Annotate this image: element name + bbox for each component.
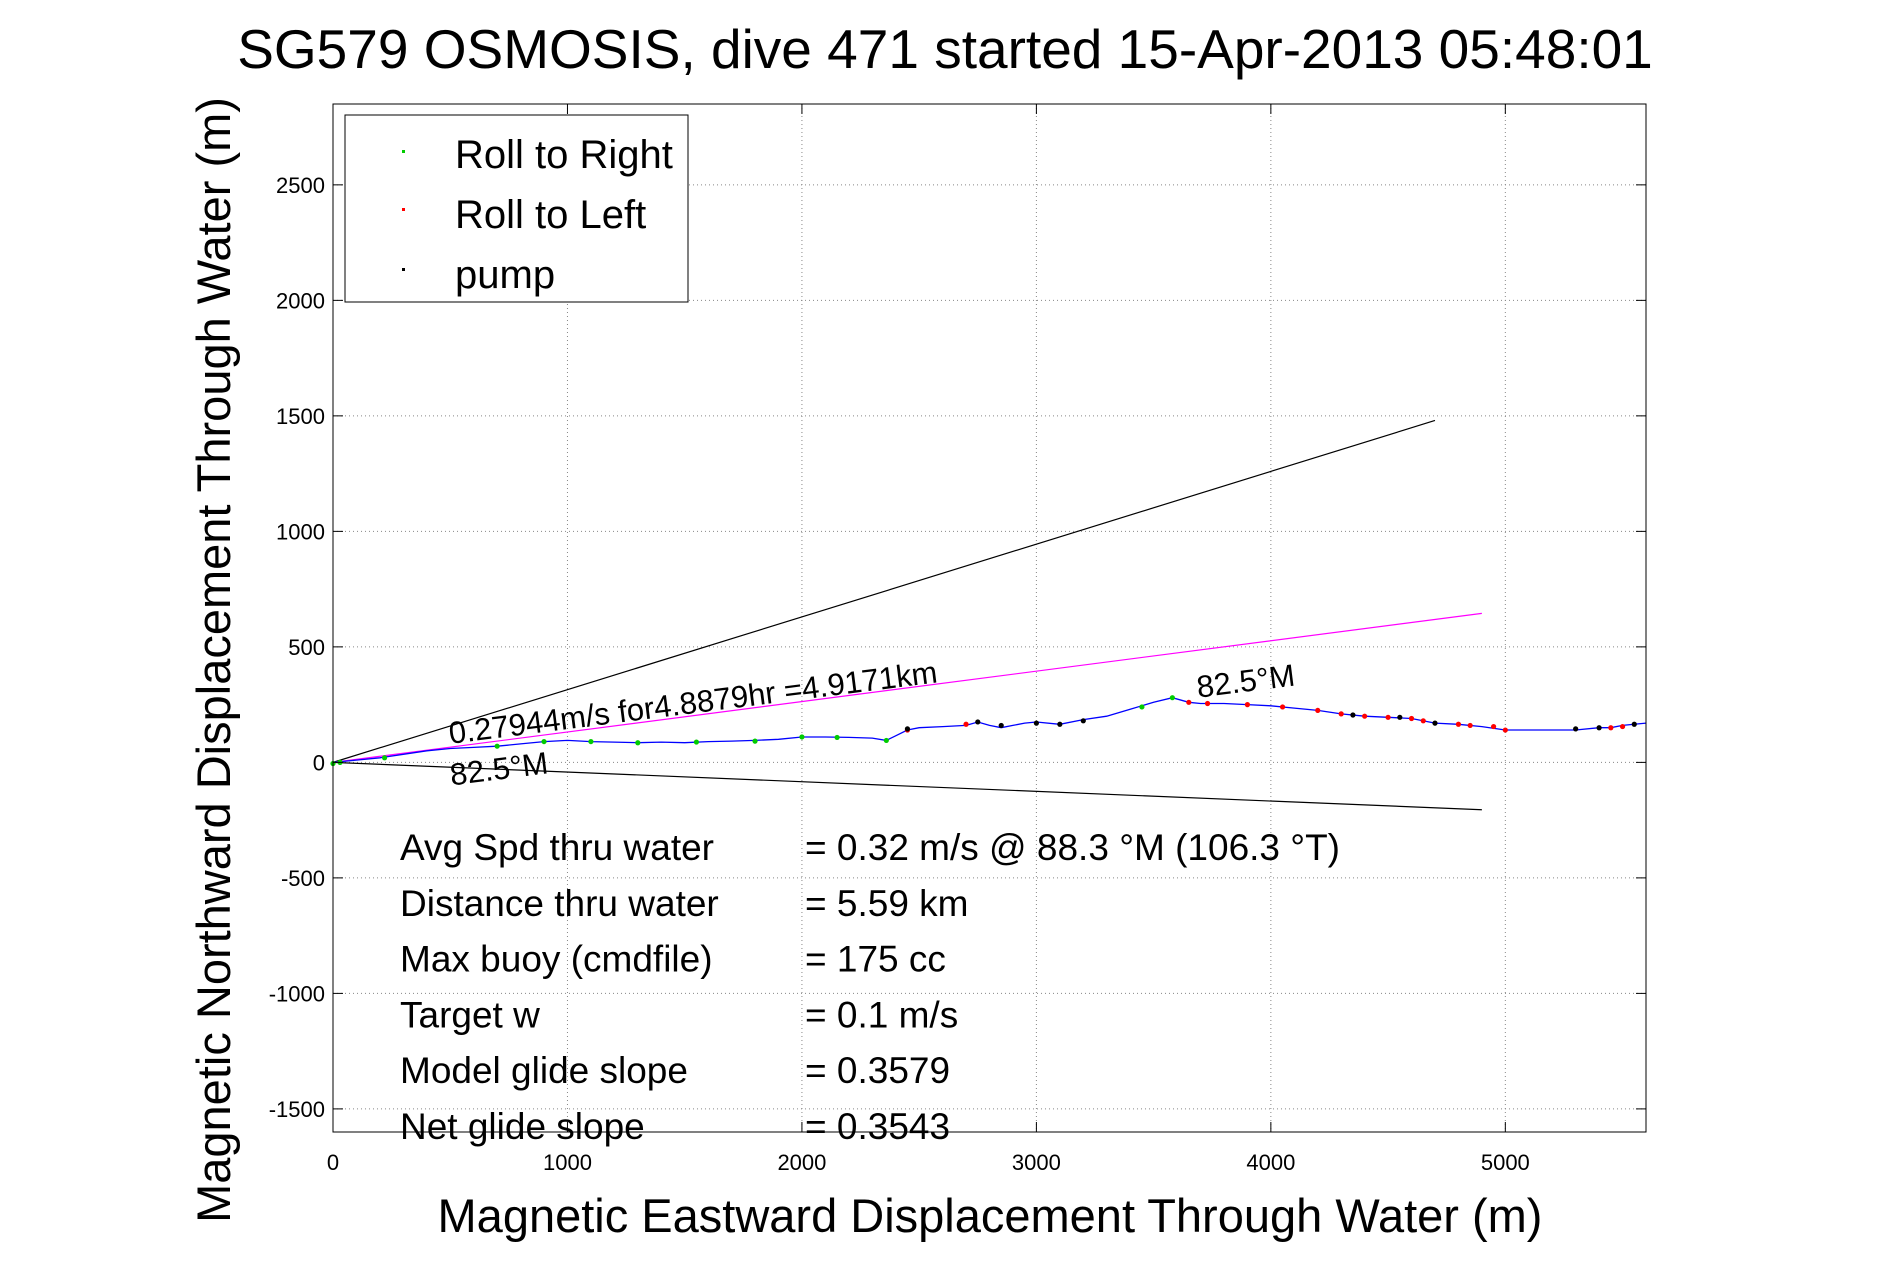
stat-label: Max buoy (cmdfile) [400, 939, 713, 980]
reference-lines [332, 419, 1482, 811]
x-tick-label: 3000 [1012, 1150, 1061, 1175]
roll-right-point [752, 738, 758, 744]
legend: Roll to Right Roll to Left pump [344, 114, 689, 303]
y-tick-label: 500 [288, 635, 325, 660]
y-tick-label: 1500 [276, 404, 325, 429]
x-tick-label: 1000 [543, 1150, 592, 1175]
stat-label: Net glide slope [400, 1106, 645, 1147]
roll-left-point [1608, 725, 1614, 731]
roll-right-point [834, 734, 840, 741]
pump-point [1596, 725, 1602, 731]
stat-label: Model glide slope [400, 1050, 688, 1091]
legend-marker-roll-left [402, 208, 405, 211]
legend-marker-pump [402, 268, 405, 271]
roll-left-point [1244, 702, 1251, 708]
pump-point [1350, 712, 1356, 718]
pump-point [1573, 726, 1579, 732]
roll-left-point [1362, 713, 1368, 719]
stat-label: Distance thru water [400, 883, 719, 924]
stats-block: Avg Spd thru water = 0.32 m/s @ 88.3 °M (… [400, 827, 1340, 1147]
chart-title: SG579 OSMOSIS, dive 471 started 15-Apr-2… [237, 18, 1653, 80]
roll-left-point [1502, 727, 1508, 733]
upper-heading-line [332, 419, 1436, 763]
legend-label-roll-right: Roll to Right [455, 133, 673, 177]
pump-point [1057, 721, 1063, 727]
stat-label: Avg Spd thru water [400, 827, 714, 868]
pump-point [975, 719, 981, 725]
stat-label: Target w [400, 994, 540, 1035]
stat-value: = 0.1 m/s [805, 994, 958, 1035]
x-tick-label: 0 [327, 1150, 339, 1175]
current-line [332, 612, 1482, 763]
stat-value: = 5.59 km [805, 883, 969, 924]
x-axis-label: Magnetic Eastward Displacement Through W… [438, 1189, 1543, 1242]
pump-point [1080, 718, 1086, 724]
roll-left-point [1338, 711, 1344, 717]
roll-right-point [588, 738, 594, 745]
roll-left-point [1420, 718, 1426, 724]
roll-right-point [1139, 704, 1145, 710]
roll-right-point [799, 734, 805, 740]
roll-left-point [1455, 721, 1462, 727]
y-axis-label: Magnetic Northward Displacement Through … [187, 97, 240, 1223]
legend-label-roll-left: Roll to Left [455, 193, 646, 237]
x-tick-label: 2000 [777, 1150, 826, 1175]
y-tick-label: -500 [281, 866, 325, 891]
pump-point [1432, 720, 1438, 726]
y-tick-label: 2000 [276, 288, 325, 313]
pump-point [1397, 714, 1403, 720]
grid [333, 104, 1646, 1132]
legend-marker-roll-right [402, 150, 405, 153]
roll-left-point [1385, 714, 1391, 720]
roll-left-point [1315, 707, 1321, 714]
roll-left-point [1408, 715, 1415, 722]
x-tick-label: 5000 [1481, 1150, 1530, 1175]
pump-point [1631, 721, 1637, 727]
y-tick-label: 1000 [276, 519, 325, 544]
stat-value: = 175 cc [805, 939, 946, 980]
roll-left-point [1619, 723, 1626, 730]
pump-point [904, 726, 911, 732]
roll-left-point [1279, 704, 1286, 710]
y-tick-label: 0 [313, 750, 325, 775]
lower-heading-line [332, 761, 1482, 811]
roll-right-point [541, 738, 547, 745]
stat-value: = 0.3579 [805, 1050, 950, 1091]
roll-left-point [963, 721, 969, 727]
roll-right-point [635, 740, 641, 746]
stat-value: = 0.3543 [805, 1106, 950, 1147]
roll-left-point [1467, 722, 1473, 729]
roll-right-point [1169, 695, 1175, 701]
stat-value: = 0.32 m/s @ 88.3 °M (106.3 °T) [805, 827, 1340, 868]
y-tick-label: -1000 [269, 981, 325, 1006]
pump-point [1033, 720, 1039, 726]
roll-right-point [494, 743, 500, 749]
axis-ticks: 0 1000 2000 3000 4000 5000 -1500 -1000 -500 0 500 1… [269, 104, 1646, 1175]
x-tick-label: 4000 [1246, 1150, 1295, 1175]
roll-right-point [883, 737, 889, 744]
y-tick-label: 2500 [276, 173, 325, 198]
pump-point [998, 722, 1004, 729]
roll-left-point [1186, 699, 1192, 705]
legend-label-pump: pump [455, 253, 555, 297]
y-tick-label: -1500 [269, 1097, 325, 1122]
roll-right-point [693, 739, 700, 745]
roll-left-point [1490, 723, 1497, 730]
roll-left-point [1204, 700, 1211, 707]
roll-right-point [381, 755, 388, 761]
plot-frame [332, 103, 1647, 1133]
